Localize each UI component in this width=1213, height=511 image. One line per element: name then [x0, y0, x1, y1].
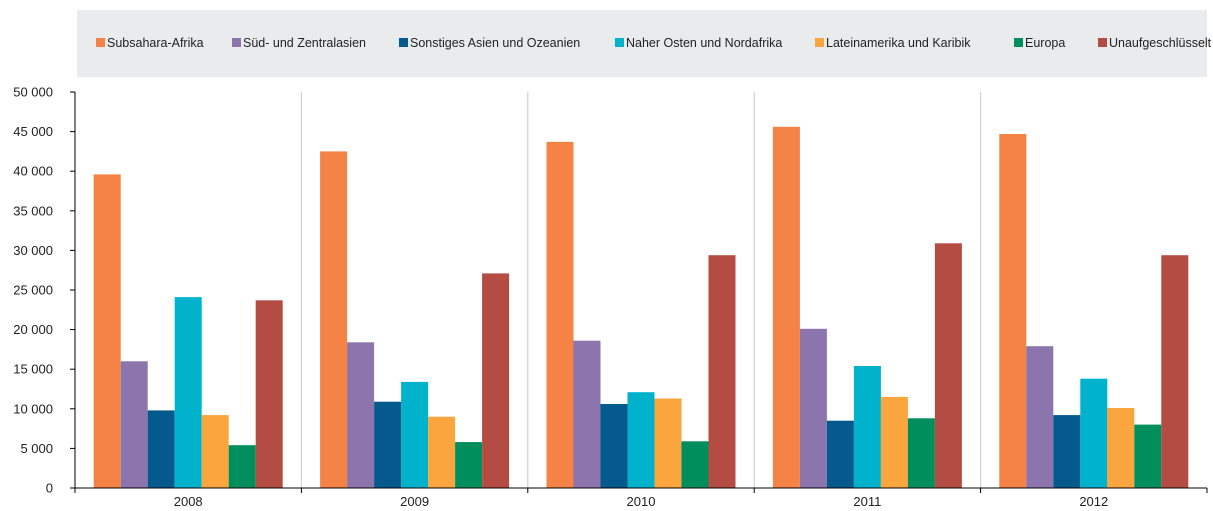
bar — [347, 342, 375, 488]
bar — [1026, 346, 1054, 488]
bar — [681, 441, 709, 488]
y-tick-label: 50 000 — [13, 85, 53, 100]
bar — [853, 366, 881, 488]
bar — [147, 410, 175, 488]
legend-swatch — [399, 38, 408, 47]
bar — [482, 273, 510, 488]
legend-swatch — [815, 38, 824, 47]
bar — [772, 126, 800, 489]
bar — [826, 420, 854, 488]
bars — [93, 126, 1189, 489]
bar — [201, 415, 229, 488]
bar — [627, 392, 655, 488]
y-tick-label: 25 000 — [13, 283, 53, 298]
bar — [320, 151, 348, 488]
bar — [255, 300, 283, 488]
legend-swatch — [1014, 38, 1023, 47]
x-axis-tick-labels: 2008 2009 2010 2011 2012 — [74, 488, 1208, 509]
legend: Subsahara-Afrika Süd- und Zentralasien Son… — [96, 36, 1212, 50]
bar — [880, 396, 908, 488]
category-gridlines — [300, 92, 982, 488]
y-tick-label: 5 000 — [20, 441, 53, 456]
legend-swatch — [1098, 38, 1107, 47]
bar — [1107, 408, 1135, 488]
bar — [174, 297, 202, 488]
y-tick-label: 30 000 — [13, 243, 53, 258]
bar — [1080, 378, 1108, 488]
bar — [999, 134, 1027, 488]
legend-label: Sonstiges Asien und Ozeanien — [410, 36, 580, 50]
bar — [573, 340, 601, 488]
legend-label: Süd- und Zentralasien — [243, 36, 366, 50]
bar — [455, 442, 483, 488]
bar — [1134, 424, 1162, 488]
legend-label: Europa — [1025, 36, 1065, 50]
bar — [401, 381, 429, 488]
bar — [1053, 415, 1081, 488]
legend-swatch — [96, 38, 105, 47]
bar — [907, 418, 935, 488]
bar — [708, 255, 736, 488]
bar — [546, 141, 574, 488]
legend-swatch — [615, 38, 624, 47]
bar — [654, 398, 682, 488]
y-tick-label: 0 — [46, 481, 53, 496]
legend-label: Unaufgeschlüsselt — [1109, 36, 1212, 50]
y-tick-label: 10 000 — [13, 401, 53, 416]
bar — [934, 243, 962, 488]
bar — [93, 174, 121, 488]
x-tick-label: 2012 — [1079, 494, 1108, 509]
y-tick-label: 40 000 — [13, 164, 53, 179]
bar — [428, 416, 456, 488]
legend-label: Naher Osten und Nordafrika — [626, 36, 782, 50]
x-tick-label: 2011 — [853, 494, 881, 509]
x-tick-label: 2008 — [174, 494, 203, 509]
x-tick-label: 2010 — [627, 494, 656, 509]
legend-label: Subsahara-Afrika — [107, 36, 204, 50]
bar — [799, 328, 827, 488]
y-axis-tick-labels: 0 5 000 10 000 15 000 20 000 25 000 30 000 35 0… — [13, 85, 75, 496]
legend-label: Lateinamerika und Karibik — [826, 36, 971, 50]
bar — [120, 361, 148, 488]
bar — [1161, 255, 1189, 488]
bar — [374, 401, 402, 488]
x-tick-label: 2009 — [400, 494, 429, 509]
bar — [228, 445, 256, 488]
bar — [600, 404, 628, 488]
y-tick-label: 35 000 — [13, 203, 53, 218]
y-tick-label: 20 000 — [13, 322, 53, 337]
y-tick-label: 15 000 — [13, 362, 53, 377]
y-tick-label: 45 000 — [13, 124, 53, 139]
legend-swatch — [232, 38, 241, 47]
